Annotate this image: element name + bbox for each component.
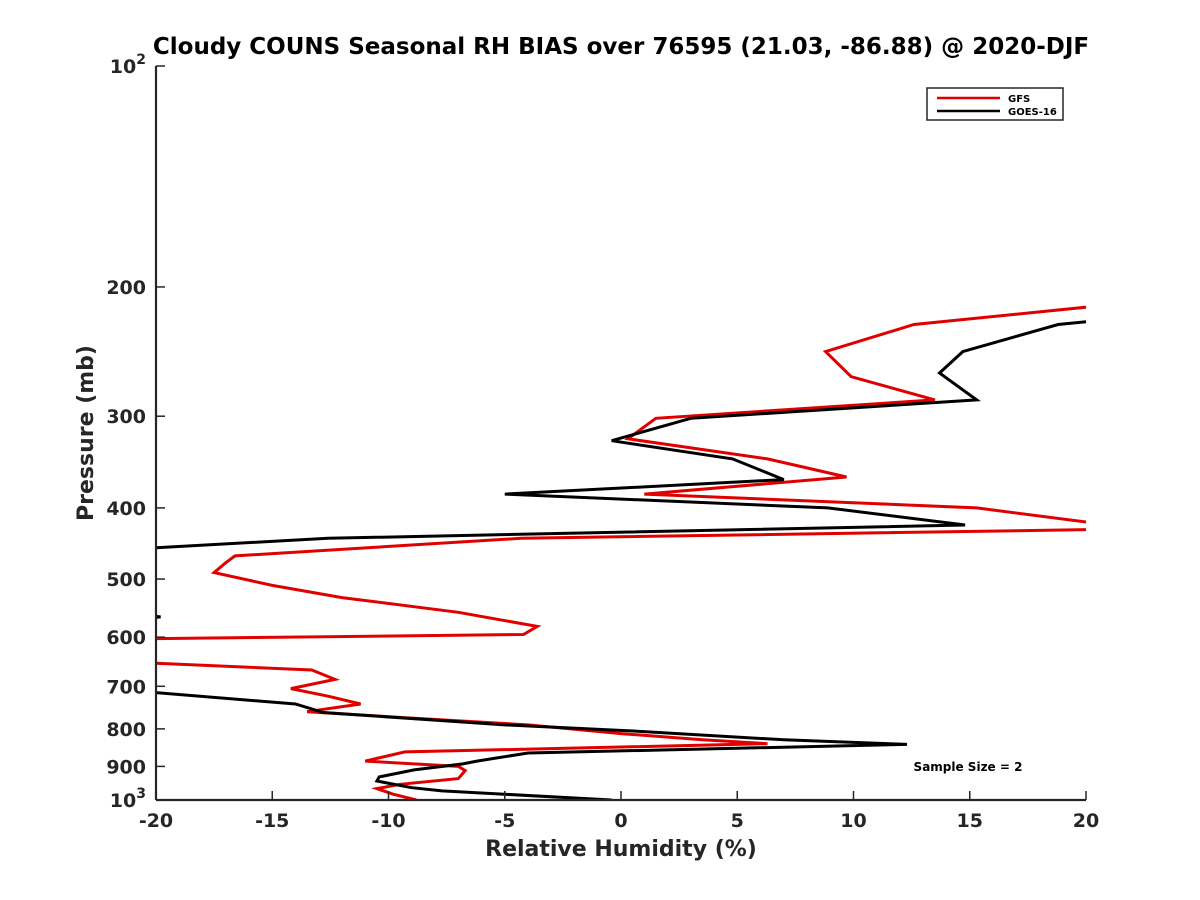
y-tick-label: 900: [106, 756, 146, 778]
x-tick-label: -5: [494, 810, 515, 832]
legend-box: [926, 87, 1064, 121]
y-tick-label: 102: [110, 52, 146, 78]
series-line-gfs: [156, 305, 1086, 800]
legend-entry-label: GFS: [1008, 94, 1030, 105]
legend-entries: GFS GOES-16: [937, 94, 1057, 118]
series-layer: [156, 305, 1086, 800]
x-axis-label: Relative Humidity (%): [485, 837, 757, 862]
y-tick-label: 700: [106, 676, 146, 698]
y-tick-label-base: 10: [110, 56, 136, 78]
y-axis-label: Pressure (mb): [74, 345, 99, 521]
x-tick-label: 20: [1073, 810, 1099, 832]
y-tick-label: 200: [106, 277, 146, 299]
x-tick-label: 10: [840, 810, 866, 832]
y-tick-label: 400: [106, 498, 146, 520]
y-tick-label-exponent: 3: [136, 786, 146, 802]
x-tick-label: -15: [255, 810, 289, 832]
x-ticks: -20 -15 -10 -5 0 5 10 15 20: [139, 791, 1099, 832]
x-tick-label: -10: [371, 810, 405, 832]
y-tick-label: 103: [110, 786, 146, 812]
chart-title: Cloudy COUNS Seasonal RH BIAS over 76595…: [153, 34, 1089, 60]
legend-entry-label: GOES-16: [1008, 107, 1057, 118]
series-line-goes-16: [156, 320, 1086, 800]
y-tick-label-base: 10: [110, 790, 136, 812]
y-tick-label-exponent: 2: [136, 52, 146, 68]
y-tick-label: 300: [106, 406, 146, 428]
y-tick-label: 600: [106, 627, 146, 649]
x-tick-label: 0: [614, 810, 627, 832]
y-tick-label: 800: [106, 719, 146, 741]
x-tick-label: 5: [731, 810, 744, 832]
x-tick-label: 15: [957, 810, 983, 832]
y-tick-label: 500: [106, 569, 146, 591]
legend: GFS GOES-16: [926, 87, 1064, 121]
sample-size-annotation: Sample Size = 2: [914, 760, 1023, 774]
x-tick-label: -20: [139, 810, 173, 832]
